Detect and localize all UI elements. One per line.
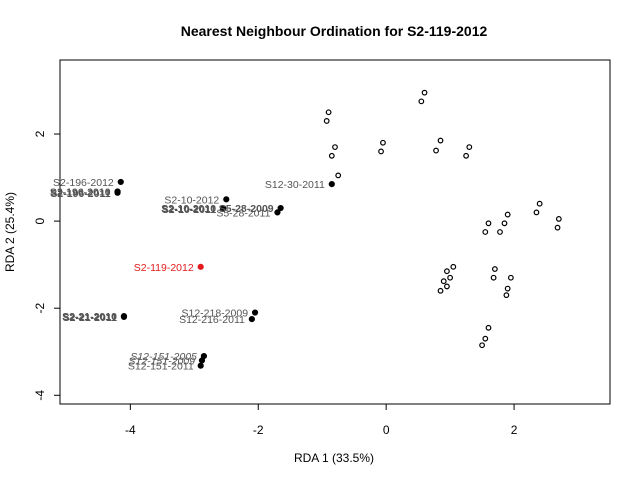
neighbour-point — [198, 357, 206, 364]
sample-point — [507, 274, 514, 281]
sample-point — [323, 118, 330, 124]
sample-point — [485, 220, 492, 227]
sample-point — [479, 342, 485, 349]
sample-point — [503, 292, 510, 299]
sample-point — [533, 209, 540, 216]
sample-point — [421, 89, 428, 96]
sample-point — [490, 274, 497, 281]
neighbour-point-label: S2-10-2012 — [164, 194, 219, 206]
sample-point — [440, 278, 447, 285]
neighbour-point-label: S2-10-2010 — [161, 203, 216, 215]
neighbour-point — [117, 178, 124, 186]
focal-point — [197, 263, 204, 270]
sample-point — [380, 139, 386, 146]
neighbour-point — [274, 209, 281, 216]
neighbour-point — [223, 196, 230, 203]
x-tick-label: 2 — [511, 423, 518, 437]
y-tick-label: -2 — [33, 303, 47, 314]
neighbour-point — [251, 309, 259, 316]
sample-point — [463, 152, 470, 159]
sample-point — [482, 229, 489, 235]
sample-point — [433, 147, 439, 154]
neighbour-point-label: S2-196-2012 — [53, 177, 114, 189]
neighbour-point — [248, 315, 255, 323]
sample-point — [536, 200, 543, 207]
sample-point — [444, 283, 450, 290]
neighbour-point-label: S12-151-2005 — [130, 351, 197, 363]
x-tick-label: -2 — [253, 423, 264, 437]
y-tick-label: -4 — [33, 390, 47, 401]
neighbour-point — [219, 204, 227, 212]
sample-point — [328, 152, 335, 159]
neighbour-point — [277, 204, 284, 212]
sample-point — [418, 98, 425, 105]
sample-point — [501, 220, 508, 227]
chart-title: Nearest Neighbour Ordination for S2-119-… — [181, 23, 488, 39]
neighbour-point — [114, 188, 121, 195]
sample-point — [554, 224, 561, 231]
points-layer — [114, 89, 562, 369]
sample-point — [504, 211, 511, 218]
neighbour-point-label: S2-21-2010 — [62, 311, 117, 323]
x-axis: -4 -2 0 2 — [125, 403, 518, 437]
sample-point — [444, 268, 450, 275]
neighbour-point-label: S2-21-2011 — [63, 312, 117, 324]
neighbour-point-label: S12-218-2009 — [181, 308, 248, 320]
neighbour-point — [197, 362, 204, 369]
y-tick-label: 0 — [33, 217, 47, 224]
focal-point-label: S2-119-2012 — [134, 262, 194, 274]
neighbour-point-label: S2-196-2010 — [50, 187, 111, 199]
y-axis: -4 -2 0 2 — [33, 130, 61, 401]
neighbour-point-label: S5-28-2011 — [216, 207, 270, 219]
neighbour-point-label: S2-196-2011 — [50, 188, 110, 200]
neighbour-point-label: S2-10-2011 — [162, 204, 216, 216]
sample-point — [335, 172, 342, 179]
x-tick-label: 0 — [383, 423, 390, 437]
sample-point — [482, 335, 489, 342]
sample-point — [378, 148, 384, 155]
neighbour-point-label: S12-151-2009 — [128, 355, 195, 367]
sample-point — [437, 287, 444, 294]
sample-point — [497, 229, 503, 235]
neighbour-point-label: S12-151-2011 — [128, 361, 194, 373]
neighbour-point-label: S12-216-2011 — [179, 314, 245, 326]
x-axis-title: RDA 1 (33.5%) — [294, 451, 374, 465]
sample-point — [447, 274, 454, 281]
sample-point — [437, 137, 444, 144]
y-tick-label: 2 — [33, 130, 47, 137]
sample-point — [332, 144, 338, 150]
neighbour-point-label: S12-30-2011 — [265, 179, 325, 191]
sample-point — [325, 109, 332, 116]
sample-point — [485, 324, 492, 331]
sample-point — [450, 263, 457, 270]
neighbour-point — [120, 312, 128, 320]
neighbour-point — [328, 181, 335, 188]
sample-point — [466, 144, 473, 150]
sample-point — [555, 216, 562, 222]
y-axis-title: RDA 2 (25.4%) — [3, 192, 17, 272]
sample-point — [504, 285, 511, 292]
sample-point — [491, 266, 498, 272]
x-tick-label: -4 — [125, 423, 136, 437]
neighbour-point-label: S5-28-2009 — [219, 203, 274, 215]
